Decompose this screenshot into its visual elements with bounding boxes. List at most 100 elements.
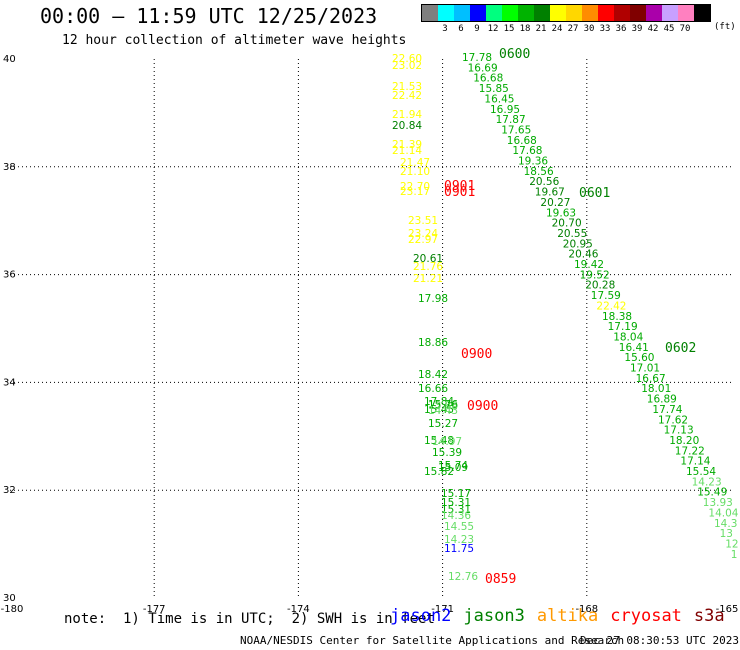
scale-swatch — [486, 5, 502, 21]
y-tick-label: 36 — [3, 270, 16, 281]
data-point-label: 14.97 — [432, 436, 462, 448]
scale-label: 24 — [551, 24, 563, 34]
data-point-label: 15.45 — [424, 404, 454, 416]
scale-label: 9 — [474, 24, 480, 34]
satellite-label-jason3: jason3 — [463, 606, 525, 626]
scale-swatch — [566, 5, 582, 21]
data-point-label: 16.68 — [507, 135, 537, 147]
color-scale-bar — [421, 4, 711, 22]
time-label: 0601 — [579, 186, 610, 201]
data-point-label: 23.24 — [408, 228, 438, 240]
data-point-label: 15.60 — [624, 352, 654, 364]
data-point-label: 14.23 — [692, 476, 722, 488]
data-point-label: 21.76 — [413, 261, 443, 273]
satellite-label-jason2: jason2 — [390, 606, 452, 626]
data-point-label: 18.04 — [613, 331, 643, 343]
color-scale-legend: 3 6 9 12 15 18 21 24 27 30 33 36 39 42 45 70 — [421, 4, 711, 34]
chart-title: 00:00 – 11:59 UTC 12/25/2023 — [40, 4, 378, 28]
data-point-label: 15.31 — [441, 504, 471, 516]
data-point-label: 20.95 — [563, 238, 593, 250]
x-tick-label: -180 — [1, 604, 24, 615]
data-point-label: 23.51 — [408, 215, 438, 227]
data-point-label: 21.39 — [392, 139, 422, 151]
y-tick-label: 32 — [3, 485, 16, 496]
data-point-label: 11.75 — [444, 543, 474, 555]
data-point-label: 15.85 — [479, 83, 509, 95]
x-tick-label: -168 — [575, 604, 598, 615]
scale-label: 3 — [442, 24, 448, 34]
data-point-label: 20.84 — [392, 120, 422, 132]
scale-swatch — [422, 5, 438, 21]
data-point-label: 17.14 — [680, 456, 710, 468]
data-point-label: 15.49 — [697, 487, 727, 499]
satellite-label-s3a: s3a — [693, 606, 725, 626]
x-tick-label: -165 — [716, 604, 739, 615]
chart-subtitle: 12 hour collection of altimeter wave hei… — [62, 33, 407, 48]
data-point-label: 21.47 — [400, 157, 430, 169]
data-point-label: 14.55 — [444, 521, 474, 533]
scale-label: 15 — [503, 24, 515, 34]
data-point-label: 15.27 — [428, 418, 458, 430]
data-point-label: 12 — [725, 538, 738, 550]
x-tick-label: -177 — [143, 604, 166, 615]
credit-text: NOAA/NESDIS Center for Satellite Applica… — [240, 634, 625, 647]
scale-swatch — [630, 5, 646, 21]
scale-label: 42 — [647, 24, 659, 34]
data-point-label: 16.67 — [636, 373, 666, 385]
satellite-label-cryosat: cryosat — [610, 606, 682, 626]
data-point-label: 15.48 — [424, 435, 454, 447]
scale-label: 70 — [679, 24, 691, 34]
data-point-label: 17.01 — [630, 363, 660, 375]
data-point-label: 15.82 — [424, 466, 454, 478]
data-point-label: 16.45 — [484, 93, 514, 105]
data-point-label: 12.76 — [448, 571, 478, 583]
data-point-label: 17.84 — [424, 396, 454, 408]
data-point-label: 22.70 — [400, 181, 430, 193]
scale-label: 39 — [631, 24, 643, 34]
timestamp-text: Dec 27 08:30:53 UTC 2023 — [580, 634, 739, 647]
time-label: 0859 — [485, 572, 516, 587]
scale-label: 12 — [487, 24, 499, 34]
data-point-label: 17.87 — [496, 114, 526, 126]
scale-label: 27 — [567, 24, 579, 34]
data-point-label: 17.78 — [462, 52, 492, 64]
data-point-label: 14.3 — [714, 518, 737, 530]
data-point-label: 1 — [731, 549, 738, 561]
data-point-label: 18.42 — [418, 369, 448, 381]
time-label: 0600 — [499, 47, 530, 62]
scale-swatch — [470, 5, 486, 21]
data-point-label: 17.74 — [652, 404, 682, 416]
time-label: 0901 — [444, 185, 475, 200]
data-point-label: 22.60 — [392, 53, 422, 65]
data-point-label: 21.94 — [392, 109, 422, 121]
data-point-label: 14.36 — [441, 510, 471, 522]
scale-label: 6 — [458, 24, 464, 34]
data-point-label: 14.23 — [444, 534, 474, 546]
data-point-label: 15.54 — [686, 466, 716, 478]
data-point-label: 20.27 — [540, 197, 570, 209]
data-point-label: 23.17 — [400, 186, 430, 198]
data-point-label: 16.95 — [490, 104, 520, 116]
data-point-label: 15.31 — [441, 497, 471, 509]
data-point-label: 17.98 — [418, 293, 448, 305]
scale-swatch — [534, 5, 550, 21]
scale-swatch — [454, 5, 470, 21]
data-point-label: 21.21 — [413, 273, 443, 285]
scale-label: 45 — [663, 24, 675, 34]
scale-swatch — [438, 5, 454, 21]
data-point-label: 18.20 — [669, 435, 699, 447]
data-point-label: 15.76 — [428, 399, 458, 411]
data-point-label: 17.65 — [501, 124, 531, 136]
data-point-label: 15.09 — [438, 462, 468, 474]
data-point-label: 21.14 — [392, 145, 422, 157]
data-point-label: 13.88 — [428, 400, 458, 412]
data-point-label: 17.59 — [591, 290, 621, 302]
data-point-label: 16.66 — [418, 383, 448, 395]
data-point-label: 16.69 — [468, 62, 498, 74]
data-point-label: 19.36 — [518, 156, 548, 168]
scale-swatch — [678, 5, 694, 21]
y-tick-label: 34 — [3, 377, 16, 388]
data-point-label: 23.02 — [392, 60, 422, 72]
unit-label: (ft) — [714, 22, 736, 32]
data-point-label: 15.39 — [432, 447, 462, 459]
